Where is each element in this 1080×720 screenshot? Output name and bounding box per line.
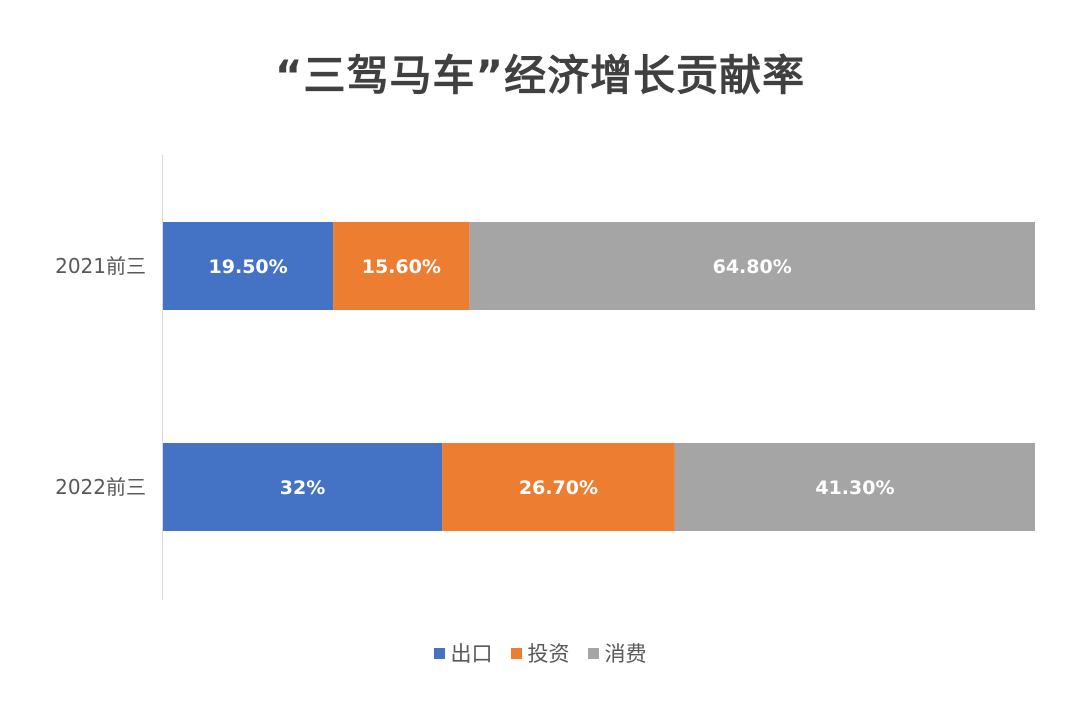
data-label: 32% — [280, 477, 325, 499]
data-label: 41.30% — [815, 477, 894, 499]
legend-swatch — [510, 647, 522, 659]
legend-item: 出口 — [433, 638, 493, 668]
legend-swatch — [433, 647, 445, 659]
bar-segment — [333, 222, 470, 310]
legend-label: 消费 — [604, 642, 647, 666]
category-label: 2022前三 — [55, 475, 146, 499]
bar-segment — [442, 443, 675, 531]
data-label: 15.60% — [362, 256, 441, 278]
legend-label: 出口 — [450, 642, 493, 666]
legend: 出口 投资 消费 — [0, 638, 1080, 668]
chart-title: “三驾马车”经济增长贡献率 — [274, 51, 806, 100]
bar-segment — [469, 222, 1035, 310]
data-label: 19.50% — [209, 256, 288, 278]
category-label: 2021前三 — [55, 254, 146, 278]
bar-segment — [163, 222, 334, 310]
bar-segment — [163, 443, 443, 531]
data-label: 26.70% — [519, 477, 598, 499]
bar-segment — [674, 443, 1035, 531]
legend-item: 消费 — [587, 638, 647, 668]
legend-swatch — [587, 647, 599, 659]
data-label: 64.80% — [713, 256, 792, 278]
legend-label: 投资 — [527, 642, 570, 666]
legend-item: 投资 — [510, 638, 570, 668]
